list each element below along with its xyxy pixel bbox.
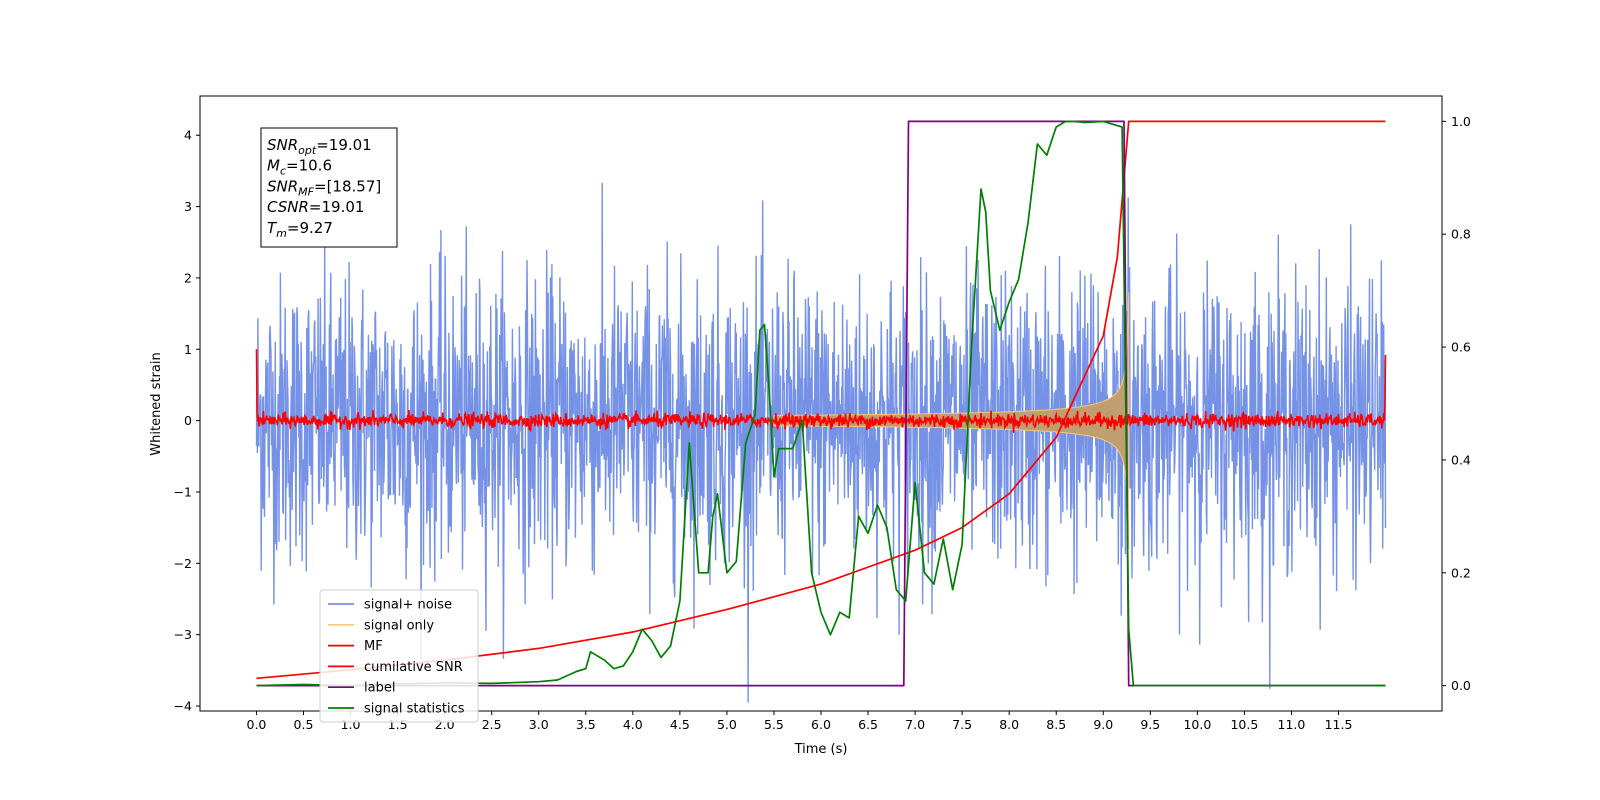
y-tick-label: −2	[174, 556, 192, 571]
y-tick-label: 1	[184, 342, 192, 357]
x-tick-label: 6.5	[858, 717, 878, 732]
x-tick-label: 6.0	[811, 717, 831, 732]
y2-tick-label: 1.0	[1451, 114, 1471, 129]
y2-tick-label: 0.0	[1451, 678, 1471, 693]
y-axis-left: −4 −3 −2 −1 0 1 2 3 4	[174, 128, 200, 714]
x-tick-label: 0.0	[247, 717, 267, 732]
x-tick-label: 7.0	[905, 717, 925, 732]
y2-tick-label: 0.2	[1451, 565, 1471, 580]
x-tick-label: 7.5	[952, 717, 972, 732]
y-tick-label: −1	[174, 484, 192, 499]
info-box: SNRopt=19.01Mc=10.6SNRMF=[18.57]CSNR=19.…	[260, 127, 398, 248]
y-axis-label: Whitened strain	[149, 352, 164, 455]
x-tick-label: 9.5	[1140, 717, 1160, 732]
legend-entry: signal+ noise	[364, 598, 452, 613]
legend-frame	[319, 589, 479, 723]
y2-tick-label: 0.6	[1451, 340, 1471, 355]
info-box-line: Mc=10.6	[267, 157, 332, 178]
x-tick-label: 3.0	[529, 717, 549, 732]
info-box-line: SNRopt=19.01	[267, 136, 372, 157]
x-tick-label: 10.0	[1183, 717, 1211, 732]
x-tick-label: 4.5	[670, 717, 690, 732]
y-tick-label: 0	[184, 413, 192, 428]
x-tick-label: 5.0	[717, 717, 737, 732]
y-tick-label: 3	[184, 199, 192, 214]
info-box-line: Tm=9.27	[267, 219, 333, 240]
x-tick-label: 11.5	[1325, 717, 1353, 732]
x-tick-label: 8.5	[1046, 717, 1066, 732]
y2-tick-label: 0.8	[1451, 227, 1471, 242]
x-tick-label: 4.0	[623, 717, 643, 732]
x-axis-label: Time (s)	[794, 742, 848, 757]
y-tick-label: −4	[174, 699, 192, 714]
series-signal-statistics	[256, 120, 1386, 687]
x-tick-label: 0.5	[294, 717, 314, 732]
legend-entry: label	[364, 681, 395, 696]
info-box-line: CSNR=19.01	[267, 198, 364, 216]
series-mf	[255, 349, 1387, 433]
x-tick-label: 3.5	[576, 717, 596, 732]
x-tick-label: 2.5	[482, 717, 502, 732]
info-box-line: SNRMF=[18.57]	[267, 177, 381, 198]
x-tick-label: 9.0	[1093, 717, 1113, 732]
legend-entry: signal statistics	[364, 702, 465, 717]
x-tick-label: 5.5	[764, 717, 784, 732]
legend-entry: signal only	[364, 618, 434, 633]
legend-entry: cumilative SNR	[364, 660, 463, 675]
y-tick-label: 2	[184, 270, 192, 285]
series-signal-noise	[255, 182, 1387, 703]
x-tick-label: 11.0	[1278, 717, 1306, 732]
legend-entry: MF	[364, 639, 383, 654]
y2-tick-label: 0.4	[1451, 452, 1471, 467]
info-box-frame	[260, 127, 398, 248]
x-tick-label: 8.0	[999, 717, 1019, 732]
x-tick-label: 10.5	[1230, 717, 1258, 732]
legend: signal+ noise signal only MF cumilative SNR…	[319, 589, 479, 723]
y-axis-right: 0.0 0.2 0.4 0.6 0.8 1.0	[1442, 114, 1471, 693]
y-tick-label: 4	[184, 128, 192, 143]
y-tick-label: −3	[174, 627, 192, 642]
plot-area	[255, 120, 1387, 703]
